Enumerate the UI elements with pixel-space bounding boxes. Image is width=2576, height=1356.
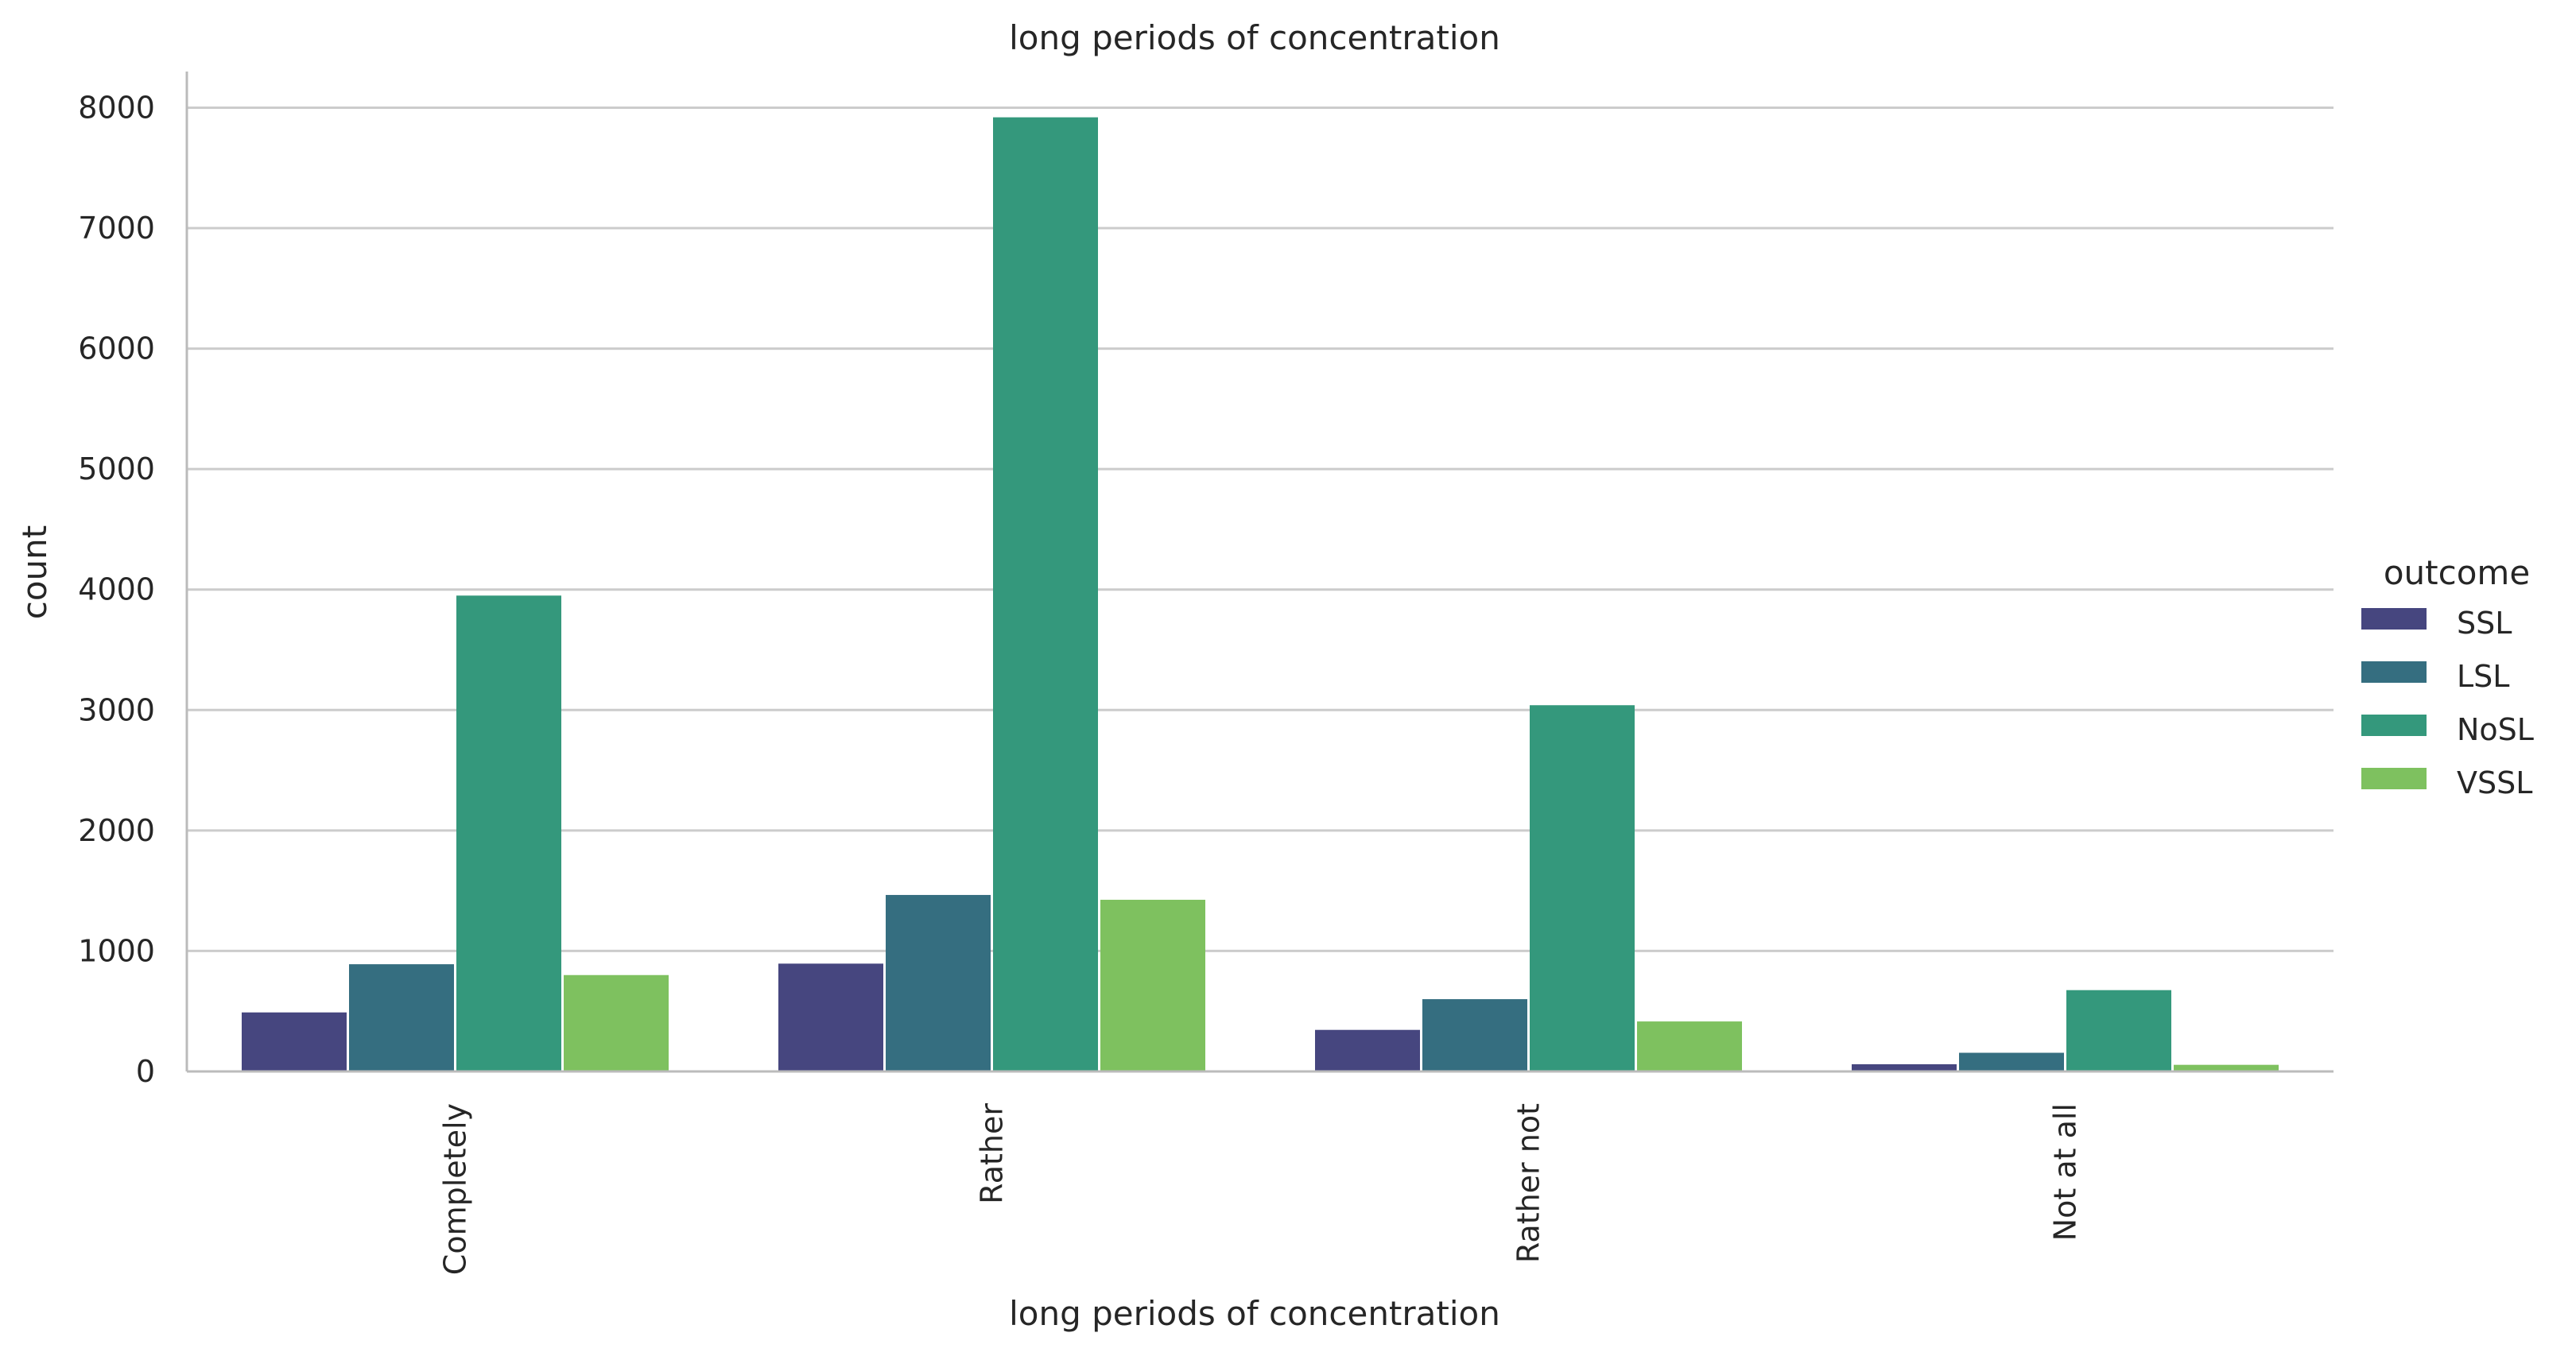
bar-ssl-rather-not bbox=[1315, 1029, 1420, 1071]
x-tick-label: Rather not bbox=[1511, 1103, 1546, 1263]
x-tick-label: Not at all bbox=[2048, 1103, 2083, 1241]
legend-label-ssl: SSL bbox=[2457, 606, 2512, 641]
bar-nosl-rather-not bbox=[1530, 705, 1635, 1071]
bar-lsl-rather-not bbox=[1422, 999, 1527, 1071]
y-tick-label: 4000 bbox=[78, 572, 155, 607]
y-tick-label: 7000 bbox=[78, 211, 155, 246]
legend-swatch-vssl bbox=[2361, 768, 2427, 789]
axes: 0 1000 2000 3000 4000 5000 6000 7000 8000 Complet… bbox=[78, 72, 2334, 1275]
bar-vssl-rather bbox=[1100, 900, 1205, 1071]
y-tick-label: 3000 bbox=[78, 692, 155, 727]
x-tick-label: Completely bbox=[438, 1103, 473, 1275]
bar-ssl-completely bbox=[242, 1012, 347, 1071]
legend-swatch-lsl bbox=[2361, 661, 2427, 683]
y-tick-label: 6000 bbox=[78, 331, 155, 366]
legend-label-lsl: LSL bbox=[2457, 659, 2509, 694]
y-tick-label: 1000 bbox=[78, 933, 155, 968]
bars bbox=[242, 117, 2279, 1071]
chart-title: long periods of concentration bbox=[1009, 18, 1500, 57]
bar-lsl-completely bbox=[349, 964, 454, 1071]
x-axis-title: long periods of concentration bbox=[1009, 1294, 1500, 1333]
legend-label-nosl: NoSL bbox=[2457, 712, 2534, 747]
x-tick-label: Rather bbox=[975, 1103, 1010, 1204]
bar-nosl-rather bbox=[993, 117, 1098, 1071]
legend-label-vssl: VSSL bbox=[2457, 765, 2532, 800]
y-tick-label: 0 bbox=[136, 1054, 155, 1089]
legend: outcome SSL LSL NoSL VSSL bbox=[2361, 553, 2534, 800]
y-axis-title: count bbox=[15, 525, 54, 620]
bar-vssl-not-at-all bbox=[2174, 1064, 2279, 1071]
bar-nosl-not-at-all bbox=[2066, 990, 2171, 1071]
bar-ssl-not-at-all bbox=[1852, 1063, 1957, 1071]
bar-vssl-completely bbox=[564, 974, 669, 1071]
y-tick-label: 5000 bbox=[78, 451, 155, 486]
y-tick-label: 2000 bbox=[78, 813, 155, 848]
bar-ssl-rather bbox=[778, 963, 883, 1071]
bar-nosl-completely bbox=[456, 595, 561, 1071]
bar-vssl-rather-not bbox=[1637, 1021, 1742, 1071]
legend-swatch-ssl bbox=[2361, 608, 2427, 630]
legend-swatch-nosl bbox=[2361, 715, 2427, 736]
y-tick-label: 8000 bbox=[78, 90, 155, 125]
bar-lsl-not-at-all bbox=[1959, 1052, 2064, 1071]
bar-lsl-rather bbox=[886, 894, 991, 1071]
legend-title: outcome bbox=[2384, 553, 2530, 592]
